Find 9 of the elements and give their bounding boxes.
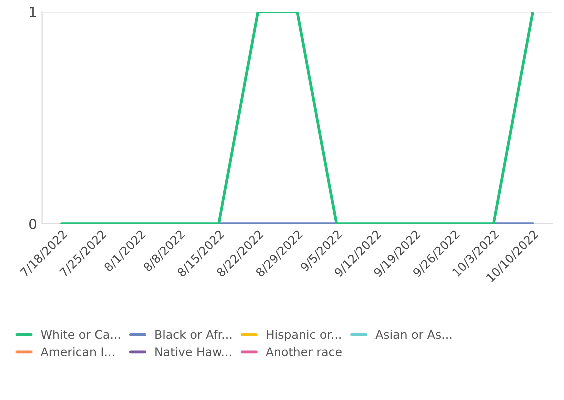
legend-label: Native Haw... [156, 347, 232, 356]
legend-label: Hispanic or... [267, 330, 341, 342]
legend-label: Another race [266, 347, 342, 356]
legend-label: White or Ca... [41, 330, 120, 340]
y-tick-label: 0 [30, 218, 37, 230]
legend-label: American I... [40, 347, 114, 356]
legend-label: Black or Afr... [156, 330, 232, 340]
legend-label: Asian or As... [376, 330, 452, 340]
y-tick-label: 1 [30, 7, 36, 18]
